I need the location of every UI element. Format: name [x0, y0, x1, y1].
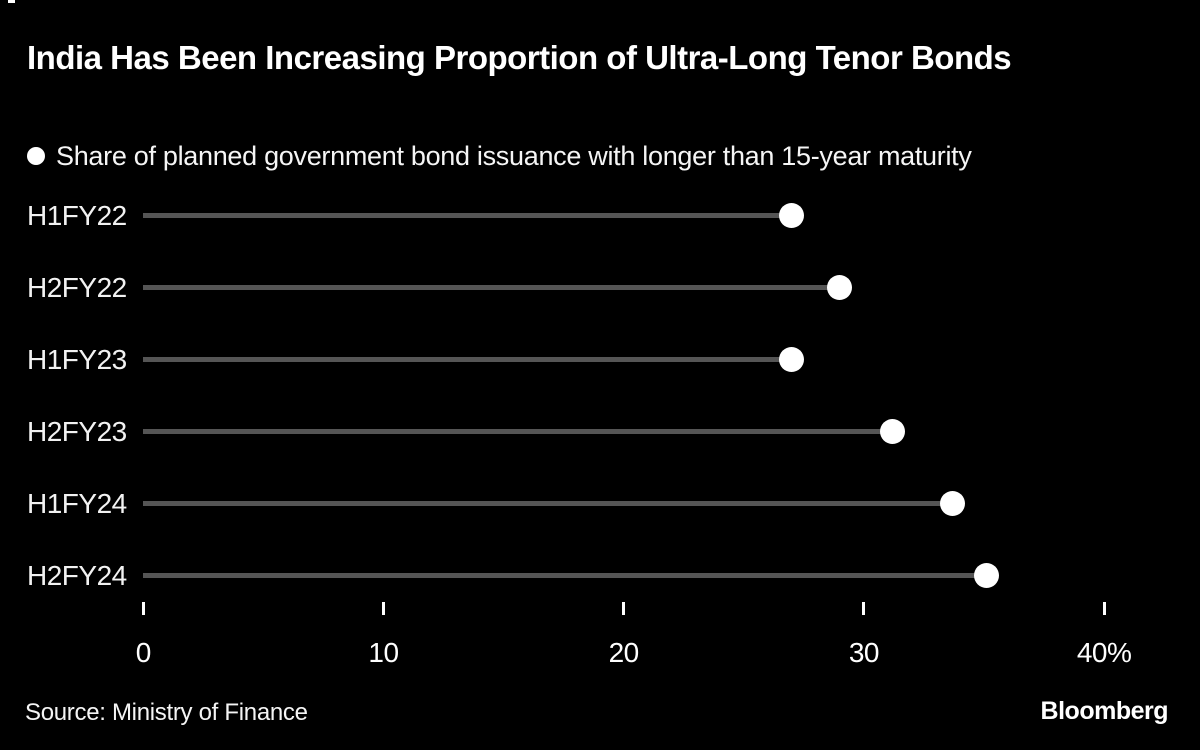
corner-artifact	[8, 0, 15, 3]
chart-title: India Has Been Increasing Proportion of …	[27, 39, 1012, 76]
lollipop-stem	[143, 285, 840, 291]
data-point-dot	[940, 491, 966, 517]
category-label: H2FY23	[27, 415, 127, 447]
category-label: H2FY24	[27, 559, 127, 591]
source-note: Source: Ministry of Finance	[25, 699, 308, 726]
category-label: H2FY22	[27, 271, 127, 303]
lollipop-stem	[143, 429, 893, 435]
legend: Share of planned government bond issuanc…	[27, 140, 972, 171]
x-axis-tick	[622, 602, 626, 615]
x-axis-tick-label: 10	[368, 637, 399, 668]
data-point-dot	[779, 203, 805, 228]
data-point-dot	[779, 347, 805, 373]
category-label: H1FY24	[27, 487, 127, 519]
x-axis-tick	[382, 602, 385, 615]
data-point-dot	[827, 275, 853, 301]
category-label: H1FY22	[27, 199, 127, 231]
lollipop-stem	[143, 573, 987, 579]
data-point-dot	[880, 419, 906, 445]
x-axis-tick	[1102, 602, 1106, 615]
bloomberg-logo: Bloomberg	[1040, 697, 1169, 725]
legend-label: Share of planned government bond issuanc…	[56, 140, 972, 171]
lollipop-stem	[143, 213, 792, 218]
legend-dot-icon	[27, 147, 45, 165]
x-axis-tick-label: 30	[848, 637, 880, 668]
data-point-dot	[973, 563, 999, 589]
x-axis-tick-label: 0	[135, 637, 152, 668]
lollipop-stem	[143, 357, 792, 363]
x-axis-tick-label: 20	[608, 637, 640, 668]
lollipop-stem	[143, 501, 953, 507]
category-label: H1FY23	[27, 343, 127, 375]
x-axis-tick-label: 40%	[1076, 637, 1132, 668]
x-axis-tick	[141, 602, 145, 615]
x-axis-tick	[862, 602, 866, 615]
